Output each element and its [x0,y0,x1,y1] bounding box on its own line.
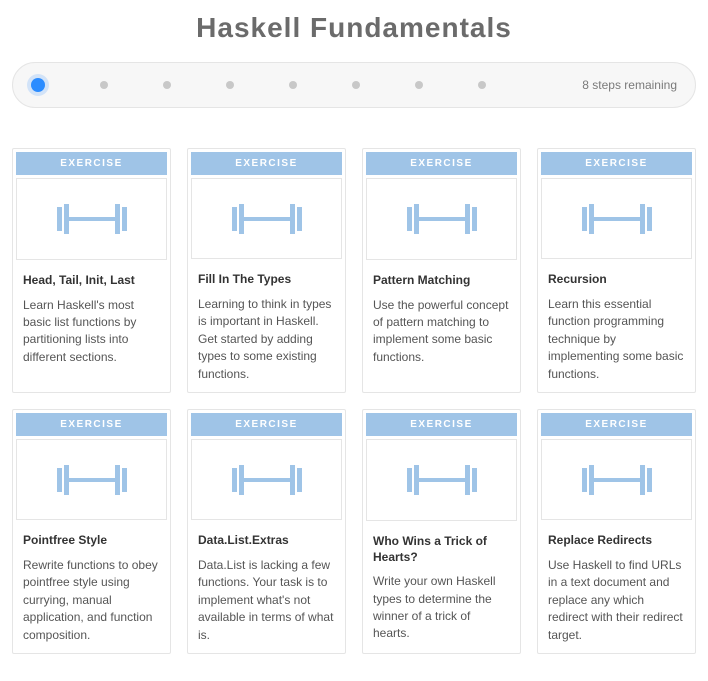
exercise-body: Who Wins a Trick of Hearts? Write your o… [363,524,520,653]
exercise-body: Head, Tail, Init, Last Learn Haskell's m… [13,263,170,376]
dumbbell-icon [224,463,310,497]
exercise-title: Pointfree Style [23,533,160,549]
exercise-thumbnail [191,439,342,520]
exercise-title: Head, Tail, Init, Last [23,273,160,289]
progress-step-dot[interactable] [31,78,45,92]
exercise-description: Learning to think in types is important … [198,296,335,383]
dumbbell-icon [49,463,135,497]
exercise-card[interactable]: EXERCISE Recursion Learn this essential … [537,148,696,393]
exercise-title: Fill In The Types [198,272,335,288]
exercise-description: Learn Haskell's most basic list function… [23,297,160,367]
progress-step-dot[interactable] [289,81,297,89]
exercise-card[interactable]: EXERCISE Head, Tail, Init, Last Learn Ha… [12,148,171,393]
exercise-tag: EXERCISE [16,152,167,175]
exercise-description: Rewrite functions to obey pointfree styl… [23,557,160,644]
exercise-title: Data.List.Extras [198,533,335,549]
exercise-description: Use Haskell to find URLs in a text docum… [548,557,685,644]
progress-bar: 8 steps remaining [12,62,696,108]
exercise-body: Replace Redirects Use Haskell to find UR… [538,523,695,653]
exercise-body: Data.List.Extras Data.List is lacking a … [188,523,345,653]
exercise-card[interactable]: EXERCISE Data.List.Extras Data.List is l… [187,409,346,654]
exercise-thumbnail [16,178,167,260]
progress-step-dot[interactable] [478,81,486,89]
exercise-card[interactable]: EXERCISE Fill In The Types Learning to t… [187,148,346,393]
exercise-tag: EXERCISE [191,152,342,175]
exercise-card[interactable]: EXERCISE Pattern Matching Use the powerf… [362,148,521,393]
exercise-description: Data.List is lacking a few functions. Yo… [198,557,335,644]
exercise-body: Pointfree Style Rewrite functions to obe… [13,523,170,653]
progress-step-dot[interactable] [415,81,423,89]
exercise-title: Who Wins a Trick of Hearts? [373,534,510,565]
exercise-tag: EXERCISE [366,152,517,175]
dumbbell-icon [574,463,660,497]
exercise-body: Recursion Learn this essential function … [538,262,695,392]
exercise-description: Learn this essential function programmin… [548,296,685,383]
exercise-tag: EXERCISE [541,152,692,175]
exercise-tag: EXERCISE [16,413,167,436]
exercise-thumbnail [541,439,692,520]
exercise-body: Fill In The Types Learning to think in t… [188,262,345,392]
exercise-title: Pattern Matching [373,273,510,289]
exercise-card[interactable]: EXERCISE Replace Redirects Use Haskell t… [537,409,696,654]
dumbbell-icon [49,202,135,236]
dumbbell-icon [399,202,485,236]
exercise-title: Recursion [548,272,685,288]
exercise-grid: EXERCISE Head, Tail, Init, Last Learn Ha… [12,148,696,654]
exercise-thumbnail [366,439,517,521]
dumbbell-icon [224,202,310,236]
progress-step-dot[interactable] [100,81,108,89]
exercise-card[interactable]: EXERCISE Pointfree Style Rewrite functio… [12,409,171,654]
exercise-thumbnail [16,439,167,520]
exercise-tag: EXERCISE [541,413,692,436]
progress-step-dot[interactable] [163,81,171,89]
exercise-tag: EXERCISE [366,413,517,436]
exercise-thumbnail [366,178,517,260]
exercise-title: Replace Redirects [548,533,685,549]
exercise-body: Pattern Matching Use the powerful concep… [363,263,520,376]
exercise-description: Use the powerful concept of pattern matc… [373,297,510,367]
progress-step-dot[interactable] [226,81,234,89]
exercise-thumbnail [541,178,692,259]
dumbbell-icon [399,463,485,497]
progress-step-dot[interactable] [352,81,360,89]
progress-remaining-label: 8 steps remaining [582,78,677,92]
exercise-thumbnail [191,178,342,259]
exercise-description: Write your own Haskell types to determin… [373,573,510,643]
page-title: Haskell Fundamentals [12,12,696,44]
exercise-card[interactable]: EXERCISE Who Wins a Trick of Hearts? Wri… [362,409,521,654]
progress-steps [31,78,558,92]
dumbbell-icon [574,202,660,236]
exercise-tag: EXERCISE [191,413,342,436]
